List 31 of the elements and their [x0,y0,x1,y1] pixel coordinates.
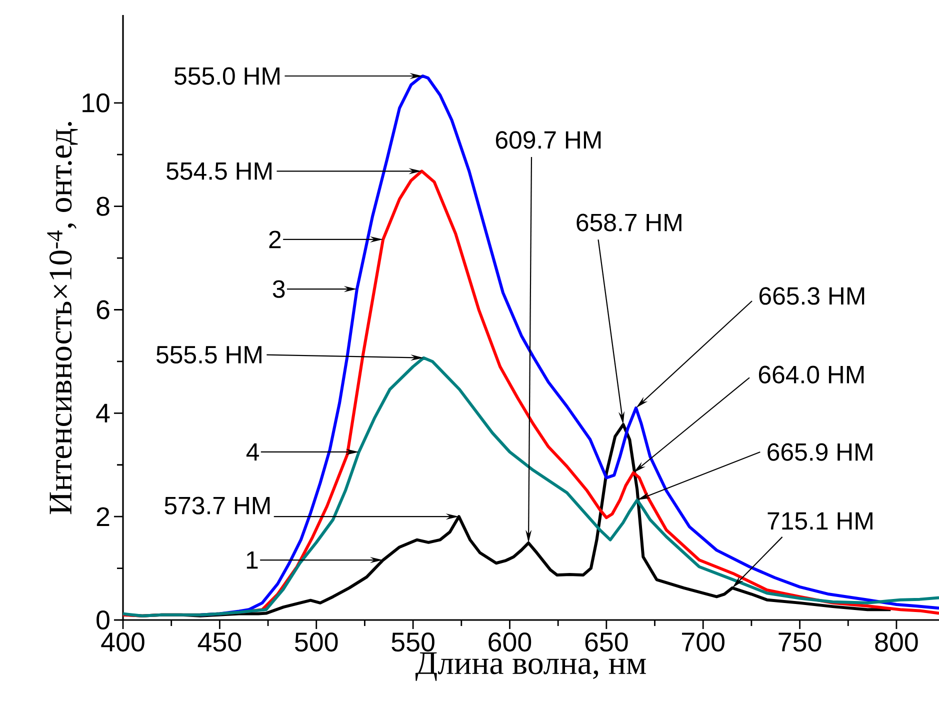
x-tick-label: 750 [778,632,822,652]
x-tick-label: 550 [392,632,434,652]
x-tick-label: 450 [198,632,242,652]
annotation: 4 [246,443,259,461]
annotation: 715.1 НМ [768,512,872,530]
y-axis-title: Интенсивность×10$^{-4}$, онт.ед. [47,122,78,514]
y-tick-label: 0 [96,610,110,630]
y-tick-label: 4 [96,404,110,422]
annotation: 3 [272,280,285,298]
x-tick-label: 650 [585,632,628,652]
annotation: 554.5 НМ [166,162,272,180]
annotation: 555.0 НМ [174,67,280,85]
x-tick-label: 500 [295,632,338,652]
x-tick-label: 400 [101,632,144,652]
x-axis-title: Длина волна, нм [415,652,646,681]
y-tick-label: 2 [96,507,110,526]
y-tick-label: 6 [96,300,110,320]
y-tick-label: 10 [82,93,110,112]
annotation: 664.0 НМ [758,366,864,384]
annotation: 1 [246,551,258,569]
x-tick-label: 800 [875,632,918,652]
x-tick-label: 600 [488,632,532,652]
annotation: 2 [269,230,281,248]
x-tick-label: 700 [682,632,724,652]
annotation: 665.9 НМ [768,443,872,461]
annotation: 609.7 НМ [496,131,601,149]
annotation: 573.7 НМ [164,496,270,514]
y-tick-label: 8 [96,196,110,216]
annotation: 658.7 НМ [576,214,682,232]
annotation: 555.5 НМ [156,346,262,364]
annotation: 665.3 НМ [759,287,864,305]
